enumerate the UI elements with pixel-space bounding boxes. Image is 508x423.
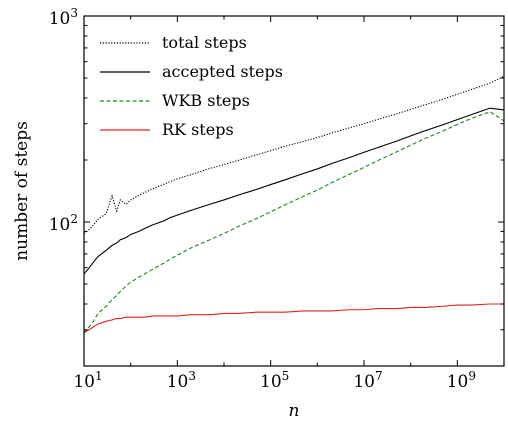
legend-label-accepted-steps: accepted steps: [162, 62, 283, 81]
y-tick-label: 103: [49, 6, 78, 29]
series-line-accepted-steps: [83, 107, 505, 275]
legend: total steps accepted steps WKB steps RK ste…: [100, 33, 283, 139]
series-line-rk-steps: [83, 303, 504, 334]
legend-label-rk-steps: RK steps: [162, 120, 234, 139]
axis-ticks: [83, 15, 505, 367]
x-tick-label: 109: [447, 369, 476, 392]
y-tick-label: 102: [49, 212, 78, 235]
x-tick-label: 107: [353, 369, 382, 392]
x-axis-title: n: [289, 401, 300, 421]
x-tick-label: 105: [260, 369, 289, 392]
axis-tick-labels: 101 103 105 107 109 102 103: [49, 6, 476, 392]
series-line-total-steps: [83, 75, 505, 234]
plot-frame: [83, 15, 505, 367]
plot-lines: [83, 75, 505, 334]
legend-label-wkb-steps: WKB steps: [162, 91, 250, 110]
x-tick-label: 103: [167, 369, 196, 392]
legend-label-total-steps: total steps: [162, 33, 247, 52]
x-tick-label: 101: [73, 369, 102, 392]
series-line-wkb-steps: [83, 111, 505, 334]
y-axis-title: number of steps: [12, 121, 32, 261]
